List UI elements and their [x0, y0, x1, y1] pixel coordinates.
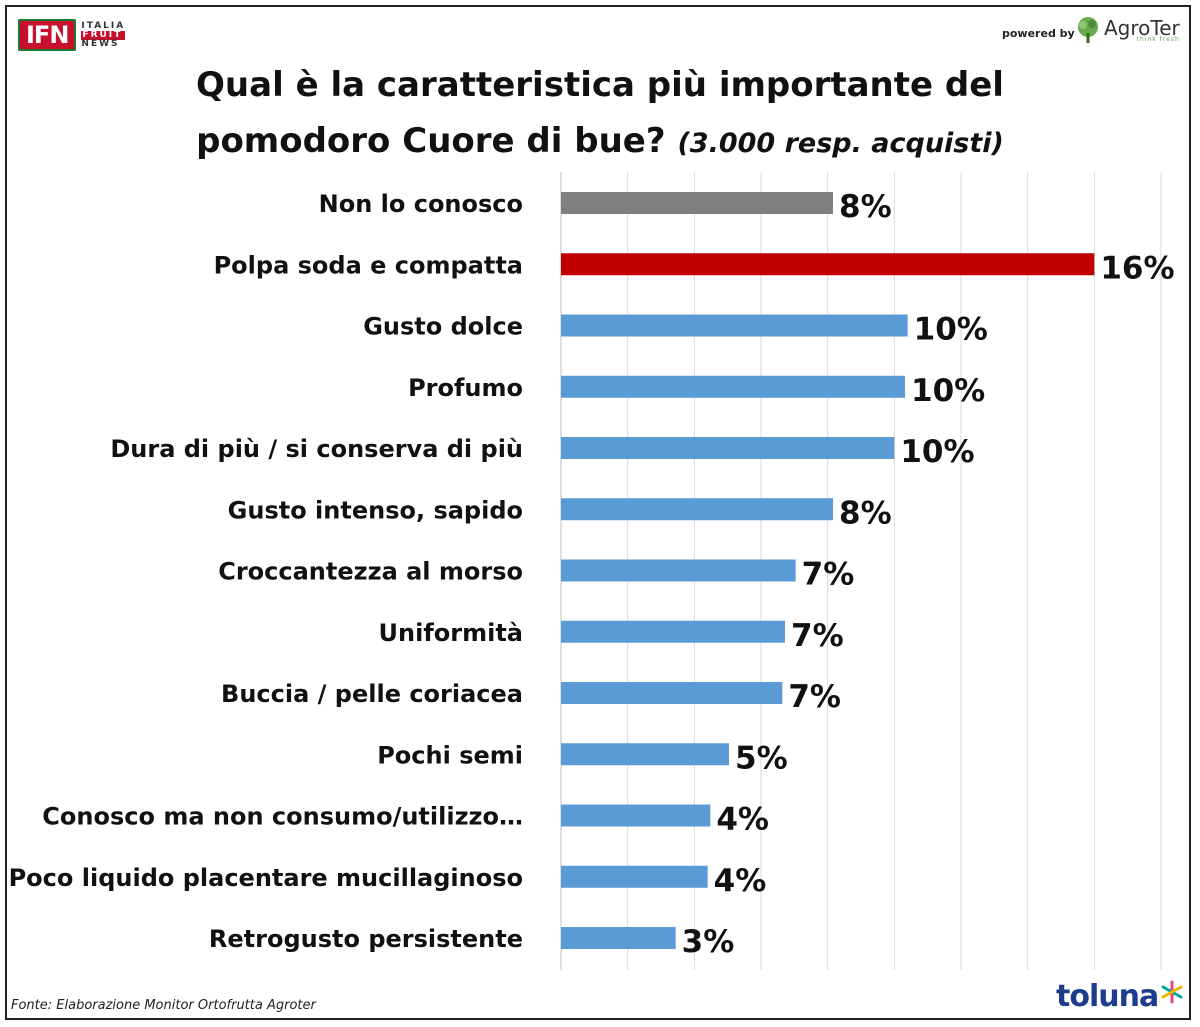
- category-label: Pochi semi: [377, 741, 523, 769]
- data-label: 10%: [911, 373, 985, 409]
- data-label: 7%: [788, 679, 841, 715]
- category-label: Gusto intenso, sapido: [228, 496, 523, 524]
- toluna-logo: toluna: [1056, 980, 1184, 1014]
- bar: [561, 314, 908, 337]
- ifn-word-news: NEWS: [81, 38, 120, 49]
- category-label: Buccia / pelle coriacea: [221, 680, 523, 708]
- agroter-logo: AgroTer think fresh: [1074, 16, 1180, 44]
- bar: [561, 375, 905, 398]
- data-label: 10%: [900, 434, 974, 470]
- data-label: 8%: [839, 495, 892, 531]
- category-label: Uniformità: [379, 619, 523, 647]
- ifn-logo-words: ITALIA FRUIT NEWS: [81, 20, 126, 49]
- category-label: Retrogusto persistente: [209, 925, 523, 953]
- ifn-logo: IFN ITALIA FRUIT NEWS: [18, 19, 126, 51]
- data-label: 4%: [714, 863, 767, 899]
- category-label: Conosco ma non consumo/utilizzo…: [42, 803, 523, 831]
- bar: [561, 804, 711, 827]
- category-label: Profumo: [408, 374, 523, 402]
- ifn-logo-mark: IFN: [18, 19, 77, 51]
- asterisk-icon: [1161, 980, 1183, 1004]
- source-note: Fonte: Elaborazione Monitor Ortofrutta A…: [11, 998, 316, 1013]
- bar: [561, 253, 1095, 276]
- chart-title-line1: Qual è la caratteristica più importante …: [196, 65, 1004, 105]
- category-label: Non lo conosco: [319, 190, 523, 218]
- tree-icon: [1078, 17, 1098, 43]
- data-label: 4%: [716, 802, 769, 838]
- agroter-name: AgroTer: [1104, 16, 1180, 40]
- toluna-name: toluna: [1056, 979, 1159, 1014]
- chart-title: Qual è la caratteristica più importante …: [60, 57, 1140, 172]
- bar: [561, 682, 783, 704]
- bar: [561, 865, 708, 888]
- data-label: 7%: [802, 557, 855, 593]
- chart-subtitle: (3.000 resp. acquisti): [677, 128, 1004, 159]
- chart-frame: [5, 5, 1191, 1020]
- bar: [561, 192, 833, 214]
- data-label: 3%: [682, 924, 735, 960]
- powered-by-label: powered by: [1002, 27, 1075, 40]
- bar: [561, 437, 895, 459]
- bar: [561, 927, 676, 949]
- data-label: 7%: [791, 618, 844, 654]
- data-label: 16%: [1100, 250, 1174, 286]
- chart-title-line2: pomodoro Cuore di bue?: [196, 121, 666, 161]
- agroter-tagline: think fresh: [1136, 36, 1180, 43]
- bar: [561, 620, 785, 643]
- ifn-word-fruit: FRUIT: [81, 30, 126, 40]
- data-label: 8%: [839, 189, 892, 225]
- category-label: Poco liquido placentare mucillaginoso: [9, 864, 523, 892]
- data-label: 10%: [914, 312, 988, 348]
- category-label: Croccantezza al morso: [218, 558, 523, 586]
- chart-title-line2-wrap: pomodoro Cuore di bue? (3.000 resp. acqu…: [60, 113, 1140, 172]
- bar: [561, 559, 796, 582]
- bar: [561, 743, 729, 766]
- category-label: Gusto dolce: [363, 313, 523, 341]
- ifn-word-italia: ITALIA: [81, 20, 126, 31]
- data-label: 5%: [735, 740, 788, 776]
- category-label: Polpa soda e compatta: [214, 251, 523, 279]
- category-label: Dura di più / si conserva di più: [110, 435, 523, 463]
- bar: [561, 498, 833, 521]
